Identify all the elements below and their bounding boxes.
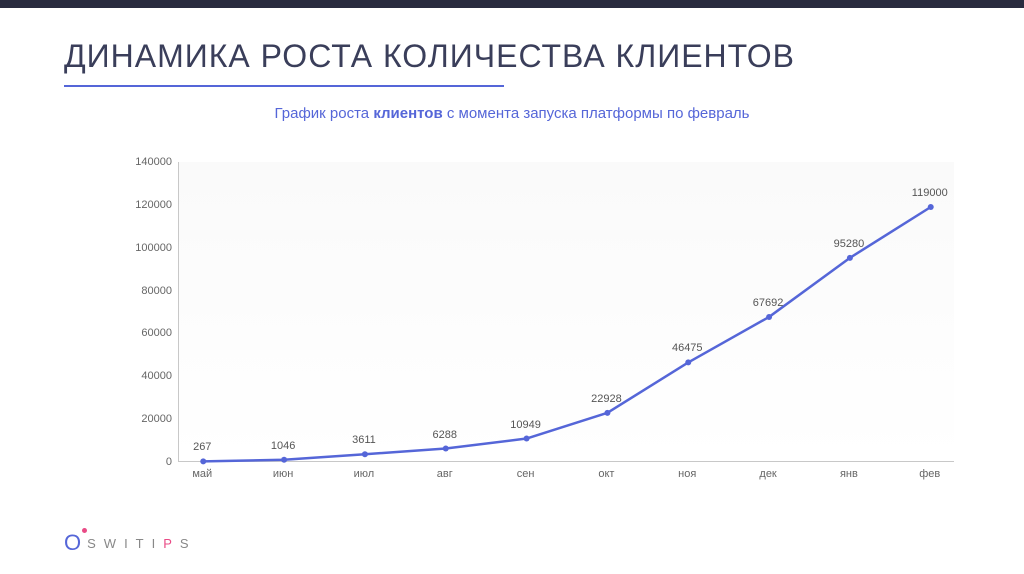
logo-text: SWITIPS (87, 536, 196, 551)
logo-text-pre: SWITI (87, 536, 163, 551)
y-tick-label: 60000 (122, 327, 172, 339)
x-tick-label: окт (598, 468, 614, 480)
x-tick-label: авг (437, 468, 453, 480)
x-tick-label: июн (273, 468, 293, 480)
data-point-label: 119000 (912, 187, 948, 199)
chart-container: 0 20000 40000 60000 80000 100000 120000 140000 м… (100, 152, 970, 502)
page-title: ДИНАМИКА РОСТА КОЛИЧЕСТВА КЛИЕНТОВ (64, 38, 1024, 75)
y-tick-label: 0 (122, 456, 172, 468)
y-tick-label: 40000 (122, 370, 172, 382)
logo-text-pink: P (163, 536, 180, 551)
data-point-label: 6288 (433, 429, 457, 441)
data-point-label: 267 (193, 441, 211, 453)
chart-subtitle: График роста клиентов с момента запуска … (0, 105, 1024, 122)
subtitle-post: с момента запуска платформы по февраль (443, 105, 750, 122)
data-point-label: 10949 (510, 419, 541, 431)
data-point-label: 3611 (352, 434, 376, 446)
logo-mark-icon: O (64, 530, 81, 556)
y-tick-label: 80000 (122, 285, 172, 297)
x-tick-label: май (192, 468, 212, 480)
logo-text-post: S (180, 536, 197, 551)
data-point-label: 46475 (672, 342, 703, 354)
y-tick-label: 140000 (122, 156, 172, 168)
subtitle-pre: График роста (275, 105, 374, 122)
chart-line-svg (179, 162, 954, 461)
x-tick-label: сен (517, 468, 535, 480)
data-point-label: 67692 (753, 297, 784, 309)
data-point-label: 1046 (271, 440, 295, 452)
x-tick-label: янв (840, 468, 858, 480)
header-bar (0, 0, 1024, 8)
x-tick-label: ноя (678, 468, 696, 480)
x-tick-label: июл (354, 468, 375, 480)
data-point-label: 95280 (834, 238, 865, 250)
data-point-label: 22928 (591, 393, 622, 405)
chart-plot (178, 162, 954, 462)
subtitle-bold: клиентов (373, 105, 442, 122)
y-tick-label: 120000 (122, 199, 172, 211)
title-underline (64, 85, 504, 87)
y-tick-label: 100000 (122, 242, 172, 254)
x-tick-label: фев (919, 468, 940, 480)
logo: O SWITIPS (64, 530, 197, 556)
x-tick-label: дек (759, 468, 776, 480)
y-tick-label: 20000 (122, 413, 172, 425)
